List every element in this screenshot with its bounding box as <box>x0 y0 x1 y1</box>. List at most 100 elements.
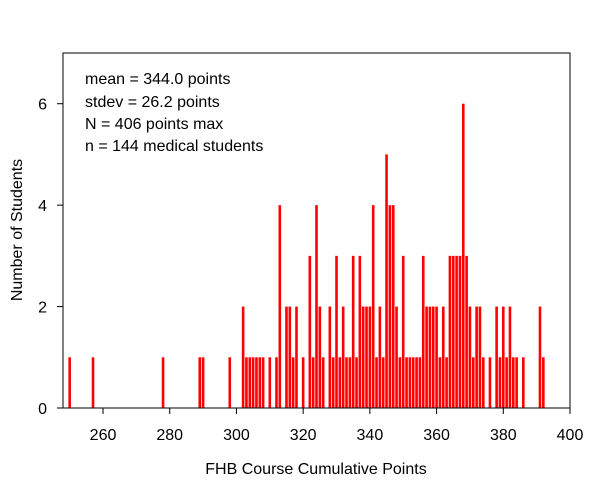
histogram-bar <box>451 255 455 408</box>
y-tick-label: 6 <box>38 97 47 114</box>
histogram-bar <box>498 357 502 408</box>
histogram-bar <box>415 357 418 408</box>
histogram-bar <box>538 306 542 408</box>
histogram-bar <box>368 306 372 408</box>
histogram-bar <box>441 306 445 408</box>
annotation-max-points: N = 406 points max <box>85 116 223 133</box>
histogram-bar <box>505 357 508 408</box>
histogram-bar <box>91 357 95 408</box>
histogram-bar <box>338 357 342 408</box>
histogram-bar <box>255 357 258 408</box>
histogram-bar <box>385 154 388 408</box>
plot-frame <box>62 52 571 409</box>
x-tick-label: 320 <box>290 427 317 444</box>
histogram-bar <box>311 357 315 408</box>
histogram-bar <box>425 306 428 408</box>
histogram-bar <box>161 357 165 408</box>
histogram-bar <box>275 357 278 408</box>
histogram-bar <box>401 255 405 408</box>
histogram-bar <box>335 255 338 408</box>
histogram-bar <box>391 205 395 408</box>
histogram-bar <box>248 357 252 408</box>
histogram-bar <box>471 357 475 408</box>
histogram-bar <box>478 306 482 408</box>
x-tick-label: 400 <box>557 427 584 444</box>
histogram-bar <box>318 306 322 408</box>
histogram-bar <box>395 306 398 408</box>
x-tick-label: 260 <box>90 427 117 444</box>
x-tick-label: 340 <box>357 427 384 444</box>
x-axis-title: FHB Course Cumulative Points <box>205 461 426 478</box>
histogram-bar <box>341 306 345 408</box>
x-axis: 260 280 300 320 340 360 380 400 <box>90 408 584 444</box>
histogram-bar <box>241 306 245 408</box>
histogram-bar <box>355 357 358 408</box>
y-tick-label: 4 <box>38 198 47 215</box>
y-axis: 0 2 4 6 <box>38 97 63 418</box>
histogram-bar <box>365 306 368 408</box>
histogram-bar <box>522 357 525 408</box>
annotation-stdev: stdev = 26.2 points <box>85 94 220 111</box>
histogram-bar <box>288 306 292 408</box>
histogram-bar <box>488 357 492 408</box>
histogram-bar <box>361 306 365 408</box>
histogram-bar <box>408 357 412 408</box>
histogram-bar <box>418 357 422 408</box>
histogram-bar <box>291 357 295 408</box>
histogram-bar <box>468 306 472 408</box>
histogram-bar <box>328 306 332 408</box>
histogram-bar <box>358 255 362 408</box>
x-tick-label: 300 <box>223 427 250 444</box>
histogram-bar <box>315 205 318 408</box>
histogram-bar <box>301 357 305 408</box>
histogram-bar <box>405 357 408 408</box>
histogram-bar <box>512 357 515 408</box>
x-tick-label: 280 <box>156 427 183 444</box>
histogram-bar <box>285 306 288 408</box>
histogram-bar <box>501 306 505 408</box>
x-tick-label: 380 <box>490 427 517 444</box>
histogram-bar <box>321 357 325 408</box>
histogram-bar <box>428 306 432 408</box>
histogram-bar <box>375 357 378 408</box>
histogram-bar <box>245 357 248 408</box>
histogram-bar <box>398 357 402 408</box>
histogram-bar <box>465 255 468 408</box>
histogram-bar <box>258 357 262 408</box>
histogram-bar <box>431 306 435 408</box>
y-tick-label: 2 <box>38 300 47 317</box>
histogram-bar <box>411 357 415 408</box>
histogram-bar <box>68 357 71 408</box>
histogram-bar <box>351 255 355 408</box>
annotation-sample-size: n = 144 medical students <box>85 138 263 155</box>
histogram-bar <box>475 306 478 408</box>
histogram-bar <box>448 255 452 408</box>
y-tick-label: 0 <box>38 401 47 418</box>
x-tick-label: 360 <box>423 427 450 444</box>
histogram-bar <box>228 357 232 408</box>
histogram-bar <box>251 357 255 408</box>
histogram-bar <box>198 357 202 408</box>
histogram-bar <box>515 357 518 408</box>
histogram-bar <box>331 357 335 408</box>
histogram-bar <box>458 255 462 408</box>
histogram-bar <box>481 357 485 408</box>
histogram-bar <box>421 255 425 408</box>
histogram-bar <box>261 357 265 408</box>
histogram-bar <box>201 357 205 408</box>
histogram-bar <box>455 255 458 408</box>
histogram-bars <box>68 103 545 409</box>
histogram-bar <box>381 357 385 408</box>
histogram-bar <box>348 357 352 408</box>
histogram-bar <box>388 205 392 408</box>
histogram-bar <box>495 306 498 408</box>
histogram-bar <box>445 357 448 408</box>
histogram-bar <box>378 306 382 408</box>
histogram-bar <box>295 306 298 408</box>
histogram-bar <box>438 357 442 408</box>
histogram-bar <box>461 103 465 409</box>
histogram-bar <box>435 306 438 408</box>
histogram-bar <box>542 357 545 408</box>
annotation-mean: mean = 344.0 points <box>85 71 230 88</box>
